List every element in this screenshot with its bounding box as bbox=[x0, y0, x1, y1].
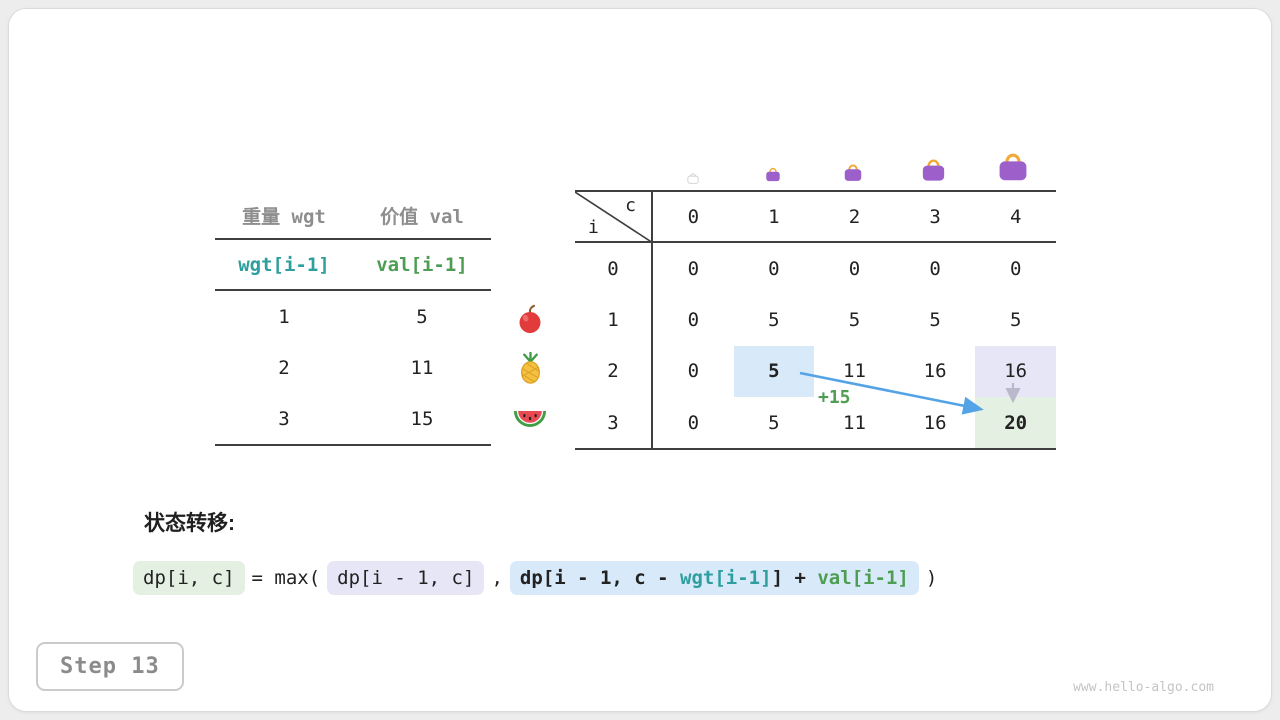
corner-row-var: i bbox=[588, 217, 599, 238]
formula-take-mid: ] + bbox=[771, 567, 818, 589]
formula-equals-max: = max( bbox=[251, 567, 321, 589]
site-watermark: www.hello-algo.com bbox=[1073, 680, 1214, 695]
apple-icon bbox=[516, 304, 544, 334]
dp-cell-1-4: 5 bbox=[1009, 308, 1022, 331]
corner-diagonal-line bbox=[575, 192, 651, 241]
add-value-label: +15 bbox=[818, 387, 851, 408]
dp-col-header-0: 0 bbox=[653, 192, 734, 243]
wgt-formula-label: wgt[i-1] bbox=[238, 253, 330, 276]
bag-capacity-4-icon bbox=[995, 148, 1031, 182]
dp-cell-1-0: 0 bbox=[687, 308, 700, 331]
corner-col-var: c bbox=[625, 195, 636, 216]
item-2-value: 11 bbox=[410, 356, 434, 379]
dp-cell-3-4-result: 20 bbox=[975, 396, 1056, 449]
items-header-weight: 重量 wgt bbox=[242, 205, 326, 228]
dp-cell-2-0: 0 bbox=[687, 360, 700, 383]
dp-row-header-2: 2 bbox=[575, 345, 653, 397]
dp-cell-3-0: 0 bbox=[687, 411, 700, 434]
formula-separator: , bbox=[491, 567, 503, 589]
dp-cell-0-1: 0 bbox=[768, 257, 780, 280]
formula-closing-paren: ) bbox=[925, 567, 938, 589]
dp-row-header-3: 3 bbox=[575, 396, 653, 449]
dp-cell-1-1: 5 bbox=[768, 308, 780, 331]
dp-cell-3-1: 5 bbox=[768, 411, 780, 434]
item-row-3: 3 15 bbox=[215, 393, 491, 444]
dp-cell-2-1-source: 5 bbox=[733, 345, 815, 397]
dp-col-header-3: 3 bbox=[894, 192, 976, 243]
dp-row-header-1: 1 bbox=[575, 294, 653, 346]
dp-cell-1-2: 5 bbox=[848, 308, 861, 331]
item-row-1: 1 5 bbox=[215, 291, 491, 342]
dp-cell-0-4: 0 bbox=[1009, 257, 1022, 280]
formula-option-take: dp[i - 1, c - wgt[i-1]] + val[i-1] bbox=[509, 561, 919, 595]
items-table: 重量 wgt 价值 val wgt[i-1] val[i-1] 1 5 2 11… bbox=[215, 192, 491, 446]
bag-capacity-1-icon bbox=[764, 165, 782, 182]
formula-take-val: val[i-1] bbox=[817, 567, 909, 589]
bag-capacity-2-icon bbox=[842, 161, 864, 182]
item-2-weight: 2 bbox=[278, 356, 290, 379]
formula-option-skip: dp[i - 1, c] bbox=[327, 561, 485, 595]
item-row-2: 2 11 bbox=[215, 342, 491, 393]
dp-cell-2-3: 16 bbox=[923, 360, 947, 383]
dp-col-header-1: 1 bbox=[733, 192, 815, 243]
state-transition-heading: 状态转移: bbox=[144, 512, 235, 535]
formula-take-wgt: wgt[i-1] bbox=[680, 567, 772, 589]
dp-cell-0-2: 0 bbox=[848, 257, 861, 280]
dp-col-header-4: 4 bbox=[975, 192, 1056, 243]
items-header-value: 价值 val bbox=[380, 205, 464, 228]
dp-cell-3-3: 16 bbox=[923, 411, 947, 434]
watermelon-icon bbox=[513, 408, 547, 429]
step-badge: Step 13 bbox=[36, 642, 184, 691]
items-formula-row: wgt[i-1] val[i-1] bbox=[215, 240, 491, 291]
dp-cell-0-3: 0 bbox=[929, 257, 941, 280]
item-3-value: 15 bbox=[410, 407, 434, 430]
dp-cell-0-0: 0 bbox=[687, 257, 700, 280]
item-3-weight: 3 bbox=[278, 407, 290, 430]
val-formula-label: val[i-1] bbox=[376, 253, 468, 276]
item-1-weight: 1 bbox=[278, 305, 290, 328]
dp-table: c i 0 1 2 3 4 0 0 0 0 0 0 1 0 5 5 5 5 2 … bbox=[575, 190, 1056, 451]
pineapple-icon bbox=[517, 351, 544, 384]
dp-corner-cell: c i bbox=[575, 192, 653, 243]
dp-cell-2-4-compare: 16 bbox=[975, 345, 1056, 397]
formula-dp-current: dp[i, c] bbox=[133, 561, 245, 595]
bag-capacity-3-icon bbox=[919, 155, 948, 182]
items-table-header: 重量 wgt 价值 val bbox=[215, 192, 491, 240]
state-transition-formula: dp[i, c] = max( dp[i - 1, c] , dp[i - 1,… bbox=[133, 561, 937, 595]
dp-cell-1-3: 5 bbox=[929, 308, 941, 331]
formula-take-prefix: dp[i - 1, c - bbox=[519, 567, 681, 589]
dp-row-header-0: 0 bbox=[575, 243, 653, 295]
dp-cell-3-2: 11 bbox=[843, 411, 866, 434]
item-1-value: 5 bbox=[416, 305, 428, 328]
dp-col-header-2: 2 bbox=[814, 192, 895, 243]
bag-capacity-0-icon bbox=[686, 169, 700, 184]
